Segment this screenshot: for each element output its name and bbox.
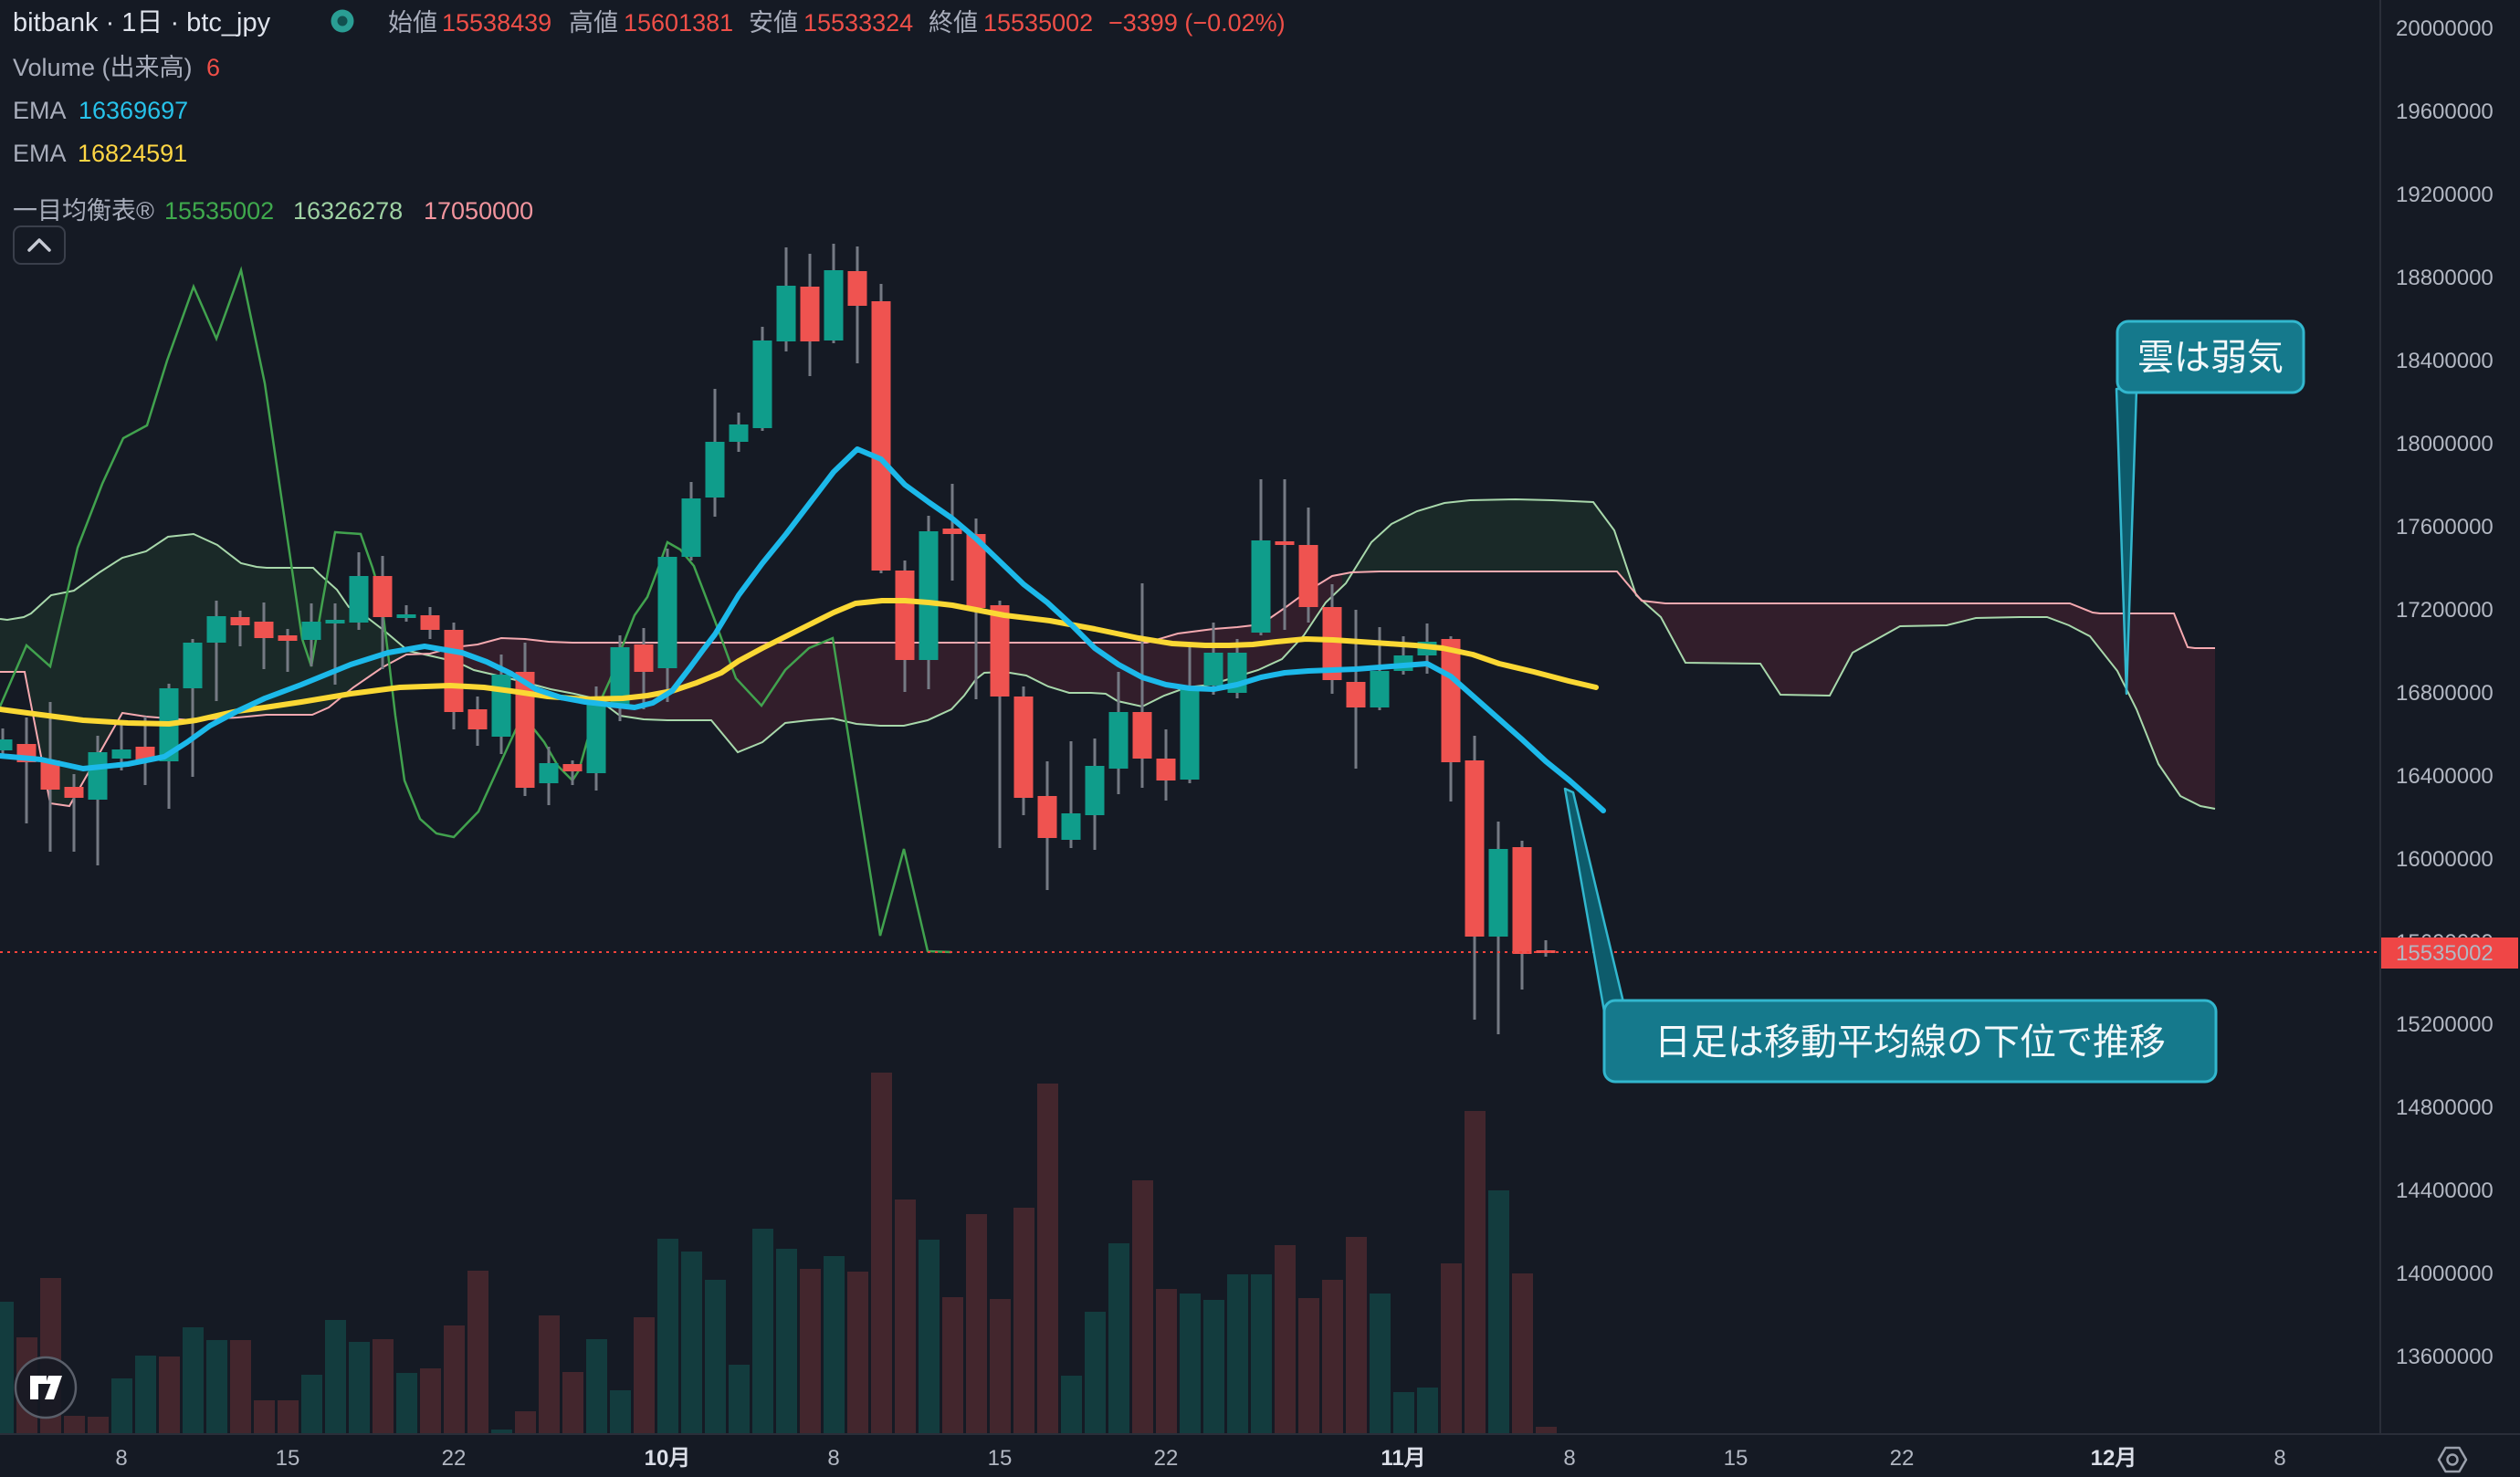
svg-text:8: 8	[2273, 1446, 2285, 1471]
svg-text:EMA: EMA	[13, 97, 67, 124]
svg-text:20000000: 20000000	[2396, 16, 2494, 41]
svg-text:15533324: 15533324	[803, 9, 913, 37]
svg-text:17200000: 17200000	[2396, 598, 2494, 623]
svg-text:10月: 10月	[645, 1446, 691, 1471]
svg-text:17050000: 17050000	[424, 197, 533, 225]
svg-text:高値: 高値	[569, 9, 618, 37]
svg-text:15538439: 15538439	[442, 9, 551, 37]
svg-text:EMA: EMA	[13, 140, 67, 167]
svg-text:一目均衡表®: 一目均衡表®	[13, 197, 154, 225]
svg-text:14000000: 14000000	[2396, 1262, 2494, 1286]
svg-text:22: 22	[1154, 1446, 1179, 1471]
svg-text:18400000: 18400000	[2396, 349, 2494, 373]
svg-text:18000000: 18000000	[2396, 432, 2494, 456]
svg-text:15: 15	[1724, 1446, 1748, 1471]
svg-text:16326278: 16326278	[293, 197, 403, 225]
svg-text:8: 8	[115, 1446, 127, 1471]
svg-text:日足は移動平均線の下位で推移: 日足は移動平均線の下位で推移	[1654, 1022, 2166, 1063]
svg-text:始値: 始値	[388, 9, 437, 37]
svg-text:−3399 (−0.02%): −3399 (−0.02%)	[1108, 9, 1286, 37]
svg-text:22: 22	[1890, 1446, 1915, 1471]
svg-text:16800000: 16800000	[2396, 681, 2494, 706]
svg-text:15535002: 15535002	[983, 9, 1093, 37]
svg-text:17600000: 17600000	[2396, 515, 2494, 539]
svg-text:安値: 安値	[749, 9, 798, 37]
svg-text:19200000: 19200000	[2396, 183, 2494, 207]
svg-text:8: 8	[827, 1446, 839, 1471]
svg-text:14800000: 14800000	[2396, 1095, 2494, 1120]
svg-text:16400000: 16400000	[2396, 764, 2494, 789]
svg-text:15200000: 15200000	[2396, 1012, 2494, 1037]
svg-text:雲は弱気: 雲は弱気	[2137, 338, 2284, 378]
svg-text:19600000: 19600000	[2396, 100, 2494, 124]
svg-text:終値: 終値	[929, 9, 978, 37]
svg-text:13600000: 13600000	[2396, 1345, 2494, 1369]
svg-text:bitbank · 1日 · btc_jpy: bitbank · 1日 · btc_jpy	[13, 8, 271, 37]
svg-text:6: 6	[206, 54, 220, 81]
svg-text:15: 15	[988, 1446, 1013, 1471]
svg-text:8: 8	[1563, 1446, 1575, 1471]
svg-text:15535002: 15535002	[164, 197, 274, 225]
svg-text:11月: 11月	[1381, 1446, 1425, 1471]
svg-text:15: 15	[276, 1446, 300, 1471]
svg-text:15535002: 15535002	[2396, 941, 2494, 966]
svg-text:14400000: 14400000	[2396, 1178, 2494, 1203]
svg-text:Volume (出来高): Volume (出来高)	[13, 54, 193, 81]
svg-text:12月: 12月	[2091, 1446, 2137, 1471]
svg-text:15601381: 15601381	[624, 9, 733, 37]
svg-text:16369697: 16369697	[79, 97, 188, 124]
svg-text:16000000: 16000000	[2396, 847, 2494, 872]
svg-text:22: 22	[442, 1446, 467, 1471]
svg-text:16824591: 16824591	[78, 140, 187, 167]
svg-text:18800000: 18800000	[2396, 266, 2494, 290]
